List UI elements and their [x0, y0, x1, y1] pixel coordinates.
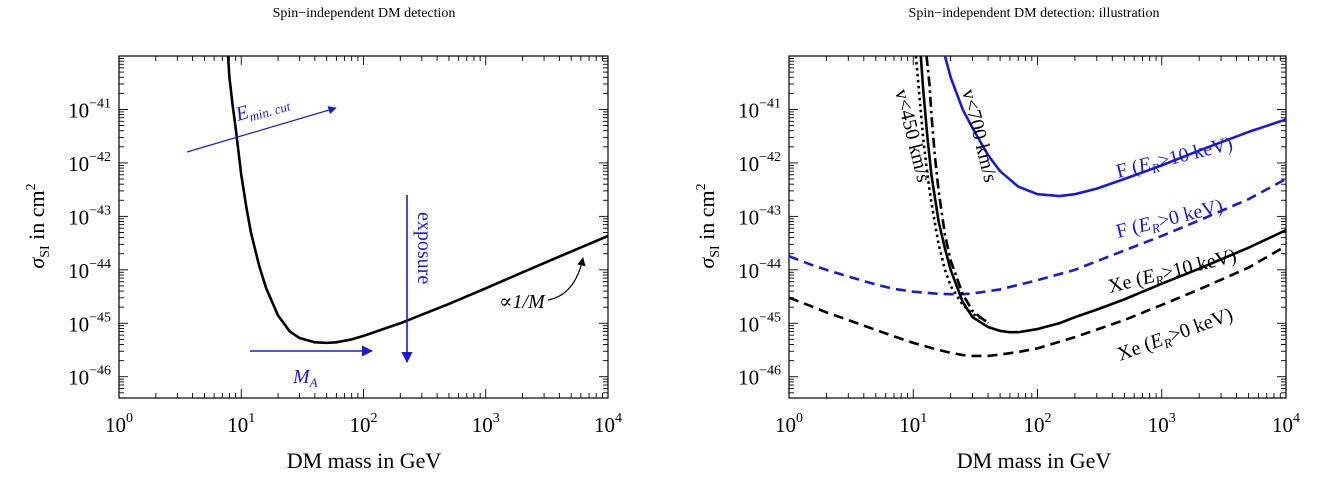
left-series-group — [226, 56, 608, 345]
y-tick-label: 10−41 — [68, 96, 111, 122]
y-tick-label: 10−43 — [738, 203, 781, 229]
plot-border — [118, 55, 609, 399]
y-tick-label: 10−41 — [738, 96, 781, 122]
left-x-axis-label: DM mass in GeV — [287, 448, 442, 473]
series-line-0 — [943, 56, 1286, 198]
y-tick-label: 10−45 — [738, 310, 781, 336]
x-tick-label: 104 — [594, 411, 622, 437]
left-y-axis-label: σSI in cm2 — [24, 183, 53, 268]
left-y-tick-labels: 10−46 10−45 10−44 10−43 10−42 10−41 — [68, 96, 111, 389]
x-tick-label: 100 — [775, 411, 803, 437]
y-tick-label: 10−43 — [68, 203, 111, 229]
y-tick-label: 10−45 — [68, 310, 111, 336]
series-line-2 — [919, 56, 1286, 334]
x-tick-label: 103 — [1148, 411, 1176, 437]
y-tick-label: 10−44 — [738, 257, 781, 283]
right-x-axis-label: DM mass in GeV — [957, 448, 1112, 473]
label-xe-10kev: Xe (ER>10 keV) — [1106, 245, 1239, 300]
label-v700: v<700 km/s — [957, 87, 1001, 185]
x-tick-label: 102 — [1024, 411, 1052, 437]
emin-arrow — [186, 106, 337, 153]
right-chart: Spin−independent DM detection: illustrat… — [694, 6, 1300, 473]
scaling-label: ∝1/M — [499, 291, 546, 313]
right-y-tick-labels: 10−46 10−45 10−44 10−43 10−42 10−41 — [738, 96, 781, 389]
left-x-tick-labels: 100 101 102 103 104 — [105, 411, 622, 437]
left-chart-title: Spin−independent DM detection — [273, 6, 456, 21]
exposure-label: exposure — [413, 212, 435, 284]
label-f-10kev: F (ER>10 keV) — [1114, 133, 1235, 185]
left-plot-frame — [118, 55, 609, 399]
series-line-5 — [925, 56, 989, 325]
x-tick-label: 100 — [105, 411, 133, 437]
y-tick-label: 10−46 — [68, 364, 111, 390]
series-line-3 — [789, 244, 1286, 358]
y-tick-label: 10−42 — [68, 150, 111, 176]
emin-cut-label: Emin. cut — [232, 90, 292, 128]
right-x-tick-labels: 100 101 102 103 104 — [775, 411, 1300, 437]
x-tick-label: 104 — [1272, 411, 1300, 437]
right-chart-title: Spin−independent DM detection: illustrat… — [909, 6, 1160, 21]
right-series-group — [789, 56, 1286, 358]
y-tick-label: 10−42 — [738, 150, 781, 176]
ma-label: MA — [292, 366, 318, 390]
label-xe-0kev: Xe (ER>0 keV) — [1114, 303, 1236, 367]
right-axis-ticks — [788, 56, 1287, 399]
left-axis-ticks — [118, 56, 609, 399]
x-tick-label: 102 — [350, 411, 378, 437]
series-line-0 — [226, 56, 608, 345]
x-tick-label: 101 — [227, 411, 255, 437]
y-tick-label: 10−46 — [738, 364, 781, 390]
right-plot-frame — [788, 55, 1287, 399]
label-f-0kev: F (ER>0 keV) — [1114, 195, 1226, 245]
right-y-axis-label: σSI in cm2 — [694, 183, 723, 268]
y-tick-label: 10−44 — [68, 257, 111, 283]
left-chart: Spin−independent DM detection 100 101 102 1… — [24, 6, 622, 473]
scaling-arrow — [547, 257, 586, 301]
x-tick-label: 101 — [899, 411, 927, 437]
plot-border — [788, 55, 1287, 399]
x-tick-label: 103 — [472, 411, 500, 437]
series-line-4 — [914, 56, 989, 324]
